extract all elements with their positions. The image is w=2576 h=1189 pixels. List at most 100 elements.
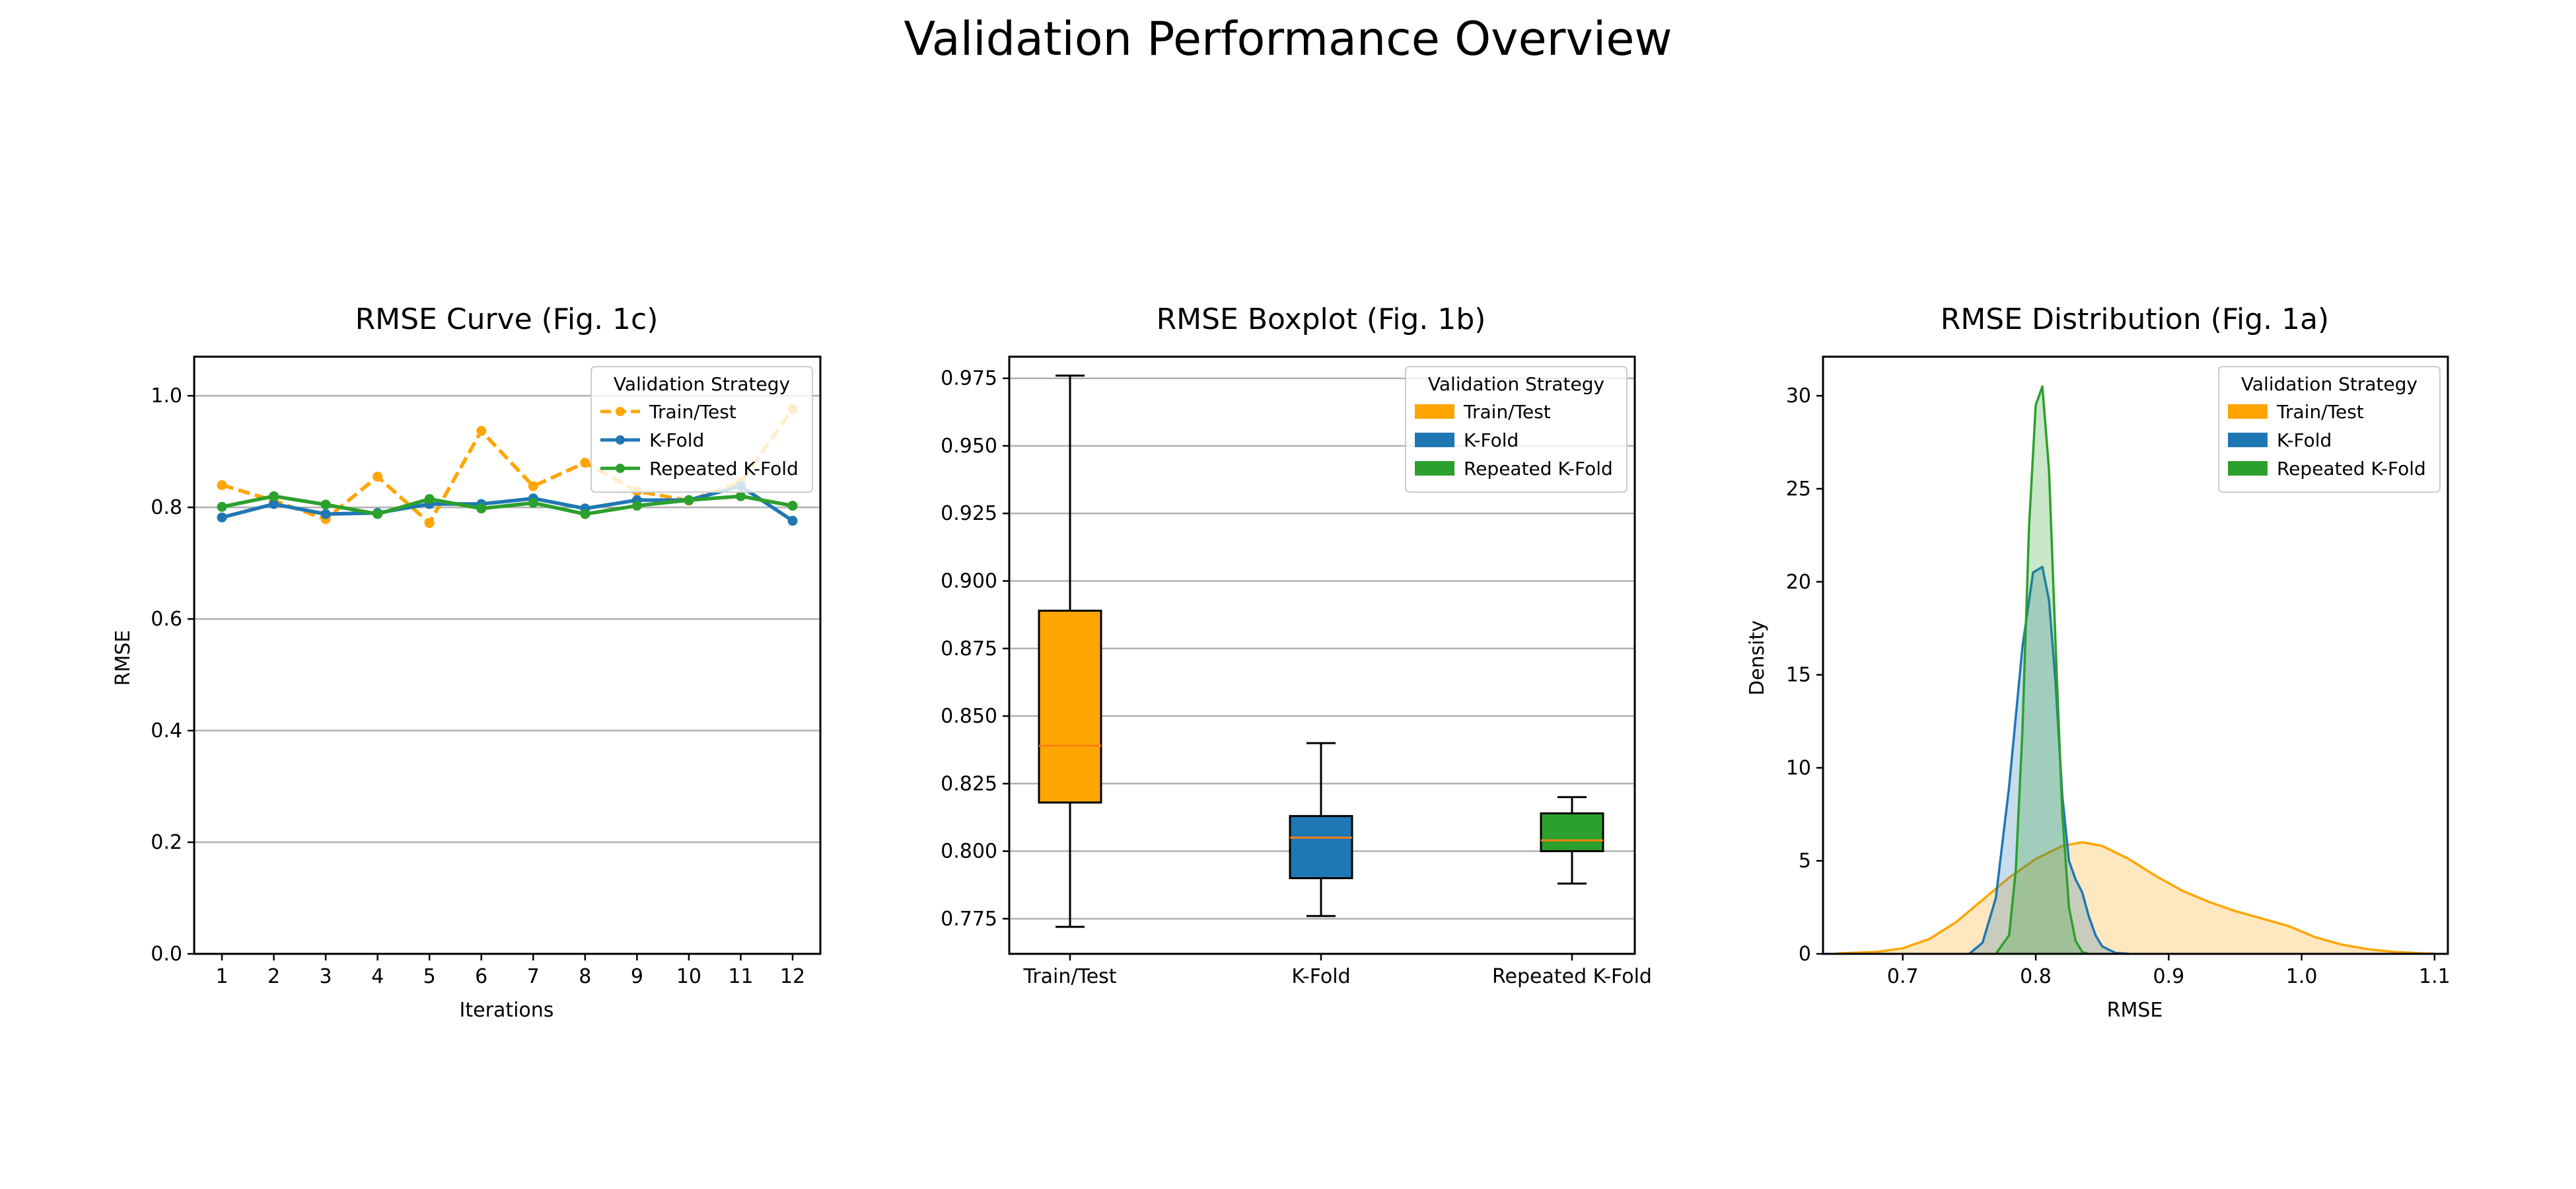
x-tick-label: K-Fold bbox=[1291, 965, 1350, 988]
x-tick-label: 1.0 bbox=[2286, 965, 2318, 988]
x-tick-label: 11 bbox=[728, 965, 753, 988]
y-tick-label: 0.825 bbox=[941, 772, 997, 795]
data-point bbox=[217, 501, 227, 512]
legend-swatch bbox=[1415, 404, 1454, 419]
figure-title: Validation Performance Overview bbox=[904, 12, 1672, 66]
y-tick-label: 0.6 bbox=[151, 608, 182, 631]
data-point bbox=[528, 481, 538, 491]
legend-marker bbox=[616, 407, 625, 416]
density-area-k-fold bbox=[1969, 567, 2129, 954]
x-tick-label: 1.1 bbox=[2419, 965, 2451, 988]
x-tick-label: 0.7 bbox=[1887, 965, 1919, 988]
legend-swatch bbox=[1415, 461, 1454, 476]
box-train-test bbox=[1038, 610, 1102, 804]
y-tick-label: 0.925 bbox=[941, 502, 997, 525]
y-tick-label: 0.900 bbox=[941, 570, 997, 593]
y-tick-label: 25 bbox=[1786, 478, 1811, 501]
density-area-train-test bbox=[1836, 842, 2435, 954]
legend-label: Train/Test bbox=[2276, 401, 2364, 423]
y-tick-label: 15 bbox=[1786, 664, 1811, 687]
y-tick-label: 30 bbox=[1786, 384, 1811, 408]
x-tick-label: Repeated K-Fold bbox=[1492, 965, 1652, 988]
legend-swatch bbox=[1415, 433, 1454, 447]
data-point bbox=[476, 503, 487, 514]
data-point bbox=[217, 512, 227, 522]
legend-label: K-Fold bbox=[2277, 429, 2332, 451]
box-repeated-k-fold bbox=[1540, 812, 1604, 853]
x-tick-label: 1 bbox=[215, 965, 228, 988]
y-axis-label: RMSE bbox=[112, 630, 135, 686]
data-point bbox=[424, 518, 435, 528]
series-line-repeated-k-fold bbox=[221, 494, 793, 517]
plot-frame bbox=[193, 355, 822, 955]
legend-title: Validation Strategy bbox=[614, 373, 790, 395]
data-point bbox=[320, 499, 331, 510]
x-axis-label: RMSE bbox=[2107, 999, 2163, 1022]
x-tick-label: 4 bbox=[371, 965, 384, 988]
data-point bbox=[373, 509, 383, 519]
data-point bbox=[787, 515, 798, 526]
legend-label: Repeated K-Fold bbox=[2277, 458, 2426, 480]
legend-swatch bbox=[2228, 461, 2268, 476]
chart-title: RMSE Distribution (Fig. 1a) bbox=[1941, 303, 2329, 336]
x-axis-label: Iterations bbox=[460, 999, 554, 1022]
y-tick-label: 0.850 bbox=[941, 705, 997, 728]
legend-swatch bbox=[2228, 404, 2268, 419]
y-tick-label: 0.8 bbox=[151, 496, 182, 519]
legend-title: Validation Strategy bbox=[2241, 373, 2417, 395]
x-tick-label: 9 bbox=[631, 965, 643, 988]
legend-label: K-Fold bbox=[1464, 429, 1519, 451]
data-point bbox=[528, 497, 538, 508]
y-tick-label: 0.775 bbox=[941, 908, 997, 931]
x-tick-label: 0.9 bbox=[2153, 965, 2184, 988]
y-tick-label: 0.4 bbox=[151, 719, 182, 742]
legend-label: Train/Test bbox=[1463, 401, 1551, 423]
data-point bbox=[631, 501, 642, 511]
plot-frame bbox=[1008, 355, 1636, 955]
y-tick-label: 1.0 bbox=[151, 384, 182, 408]
legend-swatch bbox=[2228, 433, 2268, 447]
x-tick-label: 8 bbox=[579, 965, 591, 988]
data-point bbox=[580, 509, 590, 519]
box-k-fold bbox=[1289, 814, 1353, 879]
legend-marker bbox=[616, 435, 625, 445]
y-tick-label: 0.800 bbox=[941, 840, 997, 863]
data-point bbox=[735, 491, 746, 501]
legend-box bbox=[2218, 366, 2441, 493]
legend-box bbox=[590, 366, 813, 493]
y-tick-label: 0.875 bbox=[941, 637, 997, 661]
y-tick-label: 0.950 bbox=[941, 435, 997, 458]
y-axis-label: Density bbox=[1746, 620, 1769, 696]
x-tick-label: 5 bbox=[423, 965, 436, 988]
x-tick-label: 10 bbox=[676, 965, 701, 988]
x-tick-label: 7 bbox=[527, 965, 540, 988]
legend-title: Validation Strategy bbox=[1428, 373, 1604, 395]
x-tick-label: Train/Test bbox=[1022, 965, 1116, 988]
x-tick-label: 2 bbox=[268, 965, 280, 988]
data-point bbox=[269, 491, 279, 501]
y-tick-label: 5 bbox=[1799, 849, 1811, 873]
data-point bbox=[373, 472, 383, 482]
x-tick-label: 3 bbox=[320, 965, 332, 988]
data-point bbox=[424, 493, 435, 504]
y-tick-label: 10 bbox=[1786, 756, 1811, 779]
data-point bbox=[320, 509, 331, 519]
x-tick-label: 6 bbox=[475, 965, 487, 988]
legend-label: Repeated K-Fold bbox=[649, 458, 799, 480]
legend-label: Train/Test bbox=[649, 401, 736, 423]
rmse-boxplot-chart: RMSE Boxplot (Fig. 1b) 0.775 0.800 0.825 0.… bbox=[941, 303, 1652, 988]
density-curve-train-test bbox=[1836, 841, 2435, 955]
chart-title: RMSE Curve (Fig. 1c) bbox=[355, 303, 659, 336]
x-tick-label: 12 bbox=[780, 965, 805, 988]
data-point bbox=[269, 499, 279, 509]
y-tick-label: 0.2 bbox=[151, 831, 182, 854]
chart-title: RMSE Boxplot (Fig. 1b) bbox=[1157, 303, 1486, 336]
legend-marker bbox=[616, 464, 625, 473]
rmse-distribution-chart: RMSE Distribution (Fig. 1a) RMSE Density… bbox=[1746, 303, 2451, 1022]
y-tick-label: 0.975 bbox=[941, 367, 997, 390]
rmse-curve-chart: RMSE Curve (Fig. 1c) Iterations RMSE 0.0… bbox=[112, 303, 822, 1022]
legend-label: Repeated K-Fold bbox=[1464, 458, 1613, 480]
legend-box bbox=[1405, 366, 1628, 493]
data-point bbox=[217, 480, 227, 490]
